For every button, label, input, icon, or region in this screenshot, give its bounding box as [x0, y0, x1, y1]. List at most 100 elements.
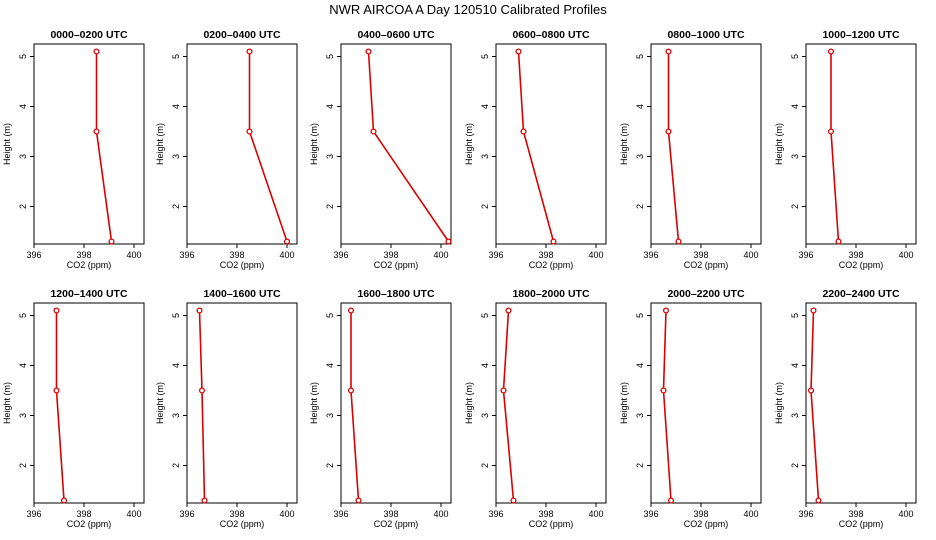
- profile-panel: 0600–0800 UTC 396 398 400 2 3 4 5 CO2 (ppm) Heigh…: [464, 29, 607, 270]
- y-axis-label: Height (m): [619, 123, 629, 165]
- y-tick-label: 4: [325, 104, 335, 109]
- x-tick-label: 400: [743, 250, 758, 260]
- x-tick-label: 400: [743, 509, 758, 519]
- y-tick-label: 5: [480, 54, 490, 59]
- panel-title: 0000–0200 UTC: [50, 29, 127, 41]
- x-tick-label: 396: [333, 250, 348, 260]
- co2-profile-line: [55, 310, 65, 501]
- x-tick-label: 396: [26, 250, 41, 260]
- x-axis-label: CO2 (ppm): [684, 260, 729, 270]
- co2-profile-point: [505, 307, 512, 314]
- plot-frame: [650, 43, 762, 245]
- co2-profile-line: [830, 51, 840, 242]
- y-tick-label: 4: [325, 363, 335, 368]
- co2-profile-point: [510, 497, 517, 504]
- x-tick-label: 398: [229, 509, 244, 519]
- co2-profile-point: [347, 387, 355, 394]
- y-tick-label: 3: [480, 154, 490, 159]
- profile-panel: 0400–0600 UTC 396 398 400 2 3 4 5 CO2 (ppm) Heigh…: [309, 29, 452, 270]
- panel-title: 0600–0800 UTC: [512, 29, 589, 41]
- profile-panel: 2200–2400 UTC 396 398 400 2 3 4 5 CO2 (ppm) Heigh…: [774, 288, 917, 529]
- co2-profile-line: [502, 310, 515, 501]
- y-tick-label: 4: [480, 104, 490, 109]
- panel-title: 0400–0600 UTC: [357, 29, 434, 41]
- x-axis-label: CO2 (ppm): [839, 519, 884, 529]
- x-tick-label: 396: [26, 509, 41, 519]
- x-axis-label: CO2 (ppm): [374, 260, 419, 270]
- y-tick-label: 3: [325, 154, 335, 159]
- profile-panel: 1600–1800 UTC 396 398 400 2 3 4 5 CO2 (ppm) Heigh…: [309, 288, 452, 529]
- x-tick-label: 400: [898, 250, 913, 260]
- x-axis-label: CO2 (ppm): [839, 260, 884, 270]
- x-tick-label: 398: [383, 250, 398, 260]
- y-tick-label: 4: [790, 104, 800, 109]
- co2-profile-line: [198, 310, 206, 501]
- y-tick-label: 3: [635, 413, 645, 418]
- y-tick-label: 2: [325, 204, 335, 209]
- x-tick-label: 396: [333, 509, 348, 519]
- panel-title: 2000–2200 UTC: [667, 288, 744, 300]
- y-axis-label: Height (m): [774, 123, 784, 165]
- y-tick-label: 2: [790, 204, 800, 209]
- x-tick-label: 398: [229, 250, 244, 260]
- x-tick-label: 398: [848, 509, 863, 519]
- co2-profile-point: [807, 387, 815, 394]
- y-tick-label: 2: [480, 463, 490, 468]
- profile-panel: 1200–1400 UTC 396 398 400 2 3 4 5 CO2 (ppm) Heigh…: [2, 288, 145, 529]
- y-tick-label: 4: [480, 363, 490, 368]
- co2-profile-line: [248, 51, 288, 242]
- y-axis-label: Height (m): [155, 382, 165, 424]
- plot-frame: [495, 302, 607, 504]
- panel-title: 1800–2000 UTC: [512, 288, 589, 300]
- co2-profile-point: [667, 497, 675, 504]
- profile-panel: 0800–1000 UTC 396 398 400 2 3 4 5 CO2 (ppm) Heigh…: [619, 29, 762, 270]
- y-tick-label: 2: [18, 204, 28, 209]
- y-tick-label: 5: [790, 313, 800, 318]
- y-tick-label: 5: [18, 54, 28, 59]
- co2-profile-line: [667, 51, 680, 242]
- y-tick-label: 4: [171, 104, 181, 109]
- co2-profile-point: [53, 307, 60, 314]
- plot-frame: [186, 43, 298, 245]
- y-tick-label: 2: [635, 204, 645, 209]
- y-tick-label: 2: [171, 204, 181, 209]
- panel-title: 1600–1800 UTC: [357, 288, 434, 300]
- profile-panel: 2000–2200 UTC 396 398 400 2 3 4 5 CO2 (ppm) Heigh…: [619, 288, 762, 529]
- x-tick-label: 396: [798, 509, 813, 519]
- y-axis-label: Height (m): [619, 382, 629, 424]
- plot-frame: [33, 302, 145, 504]
- y-axis-label: Height (m): [309, 123, 319, 165]
- profile-panel: 0200–0400 UTC 396 398 400 2 3 4 5 CO2 (ppm) Heigh…: [155, 29, 298, 270]
- x-tick-label: 398: [538, 250, 553, 260]
- co2-profile-point: [53, 387, 60, 394]
- plot-frame: [805, 302, 917, 504]
- y-tick-label: 3: [480, 413, 490, 418]
- x-tick-label: 396: [643, 250, 658, 260]
- x-tick-label: 398: [848, 250, 863, 260]
- co2-profile-point: [246, 48, 253, 55]
- y-axis-label: Height (m): [464, 123, 474, 165]
- y-axis-label: Height (m): [2, 382, 12, 424]
- co2-profile-point: [365, 48, 372, 55]
- co2-profile-point: [93, 128, 100, 135]
- co2-profile-point: [283, 238, 291, 245]
- co2-profile-point: [500, 387, 507, 394]
- y-tick-label: 3: [171, 413, 181, 418]
- x-tick-label: 400: [433, 250, 448, 260]
- y-tick-label: 4: [18, 363, 28, 368]
- panel-title: 0800–1000 UTC: [667, 29, 744, 41]
- x-tick-label: 398: [538, 509, 553, 519]
- panel-title: 0200–0400 UTC: [203, 29, 280, 41]
- co2-profile-point: [370, 128, 377, 135]
- y-axis-label: Height (m): [155, 123, 165, 165]
- co2-profile-point: [198, 387, 206, 394]
- y-tick-label: 5: [18, 313, 28, 318]
- co2-profile-line: [350, 310, 360, 501]
- x-tick-label: 400: [126, 509, 141, 519]
- y-tick-label: 5: [325, 54, 335, 59]
- x-axis-label: CO2 (ppm): [67, 260, 112, 270]
- x-tick-label: 398: [383, 509, 398, 519]
- x-axis-label: CO2 (ppm): [529, 260, 574, 270]
- co2-profile-point: [665, 48, 672, 55]
- y-tick-label: 2: [790, 463, 800, 468]
